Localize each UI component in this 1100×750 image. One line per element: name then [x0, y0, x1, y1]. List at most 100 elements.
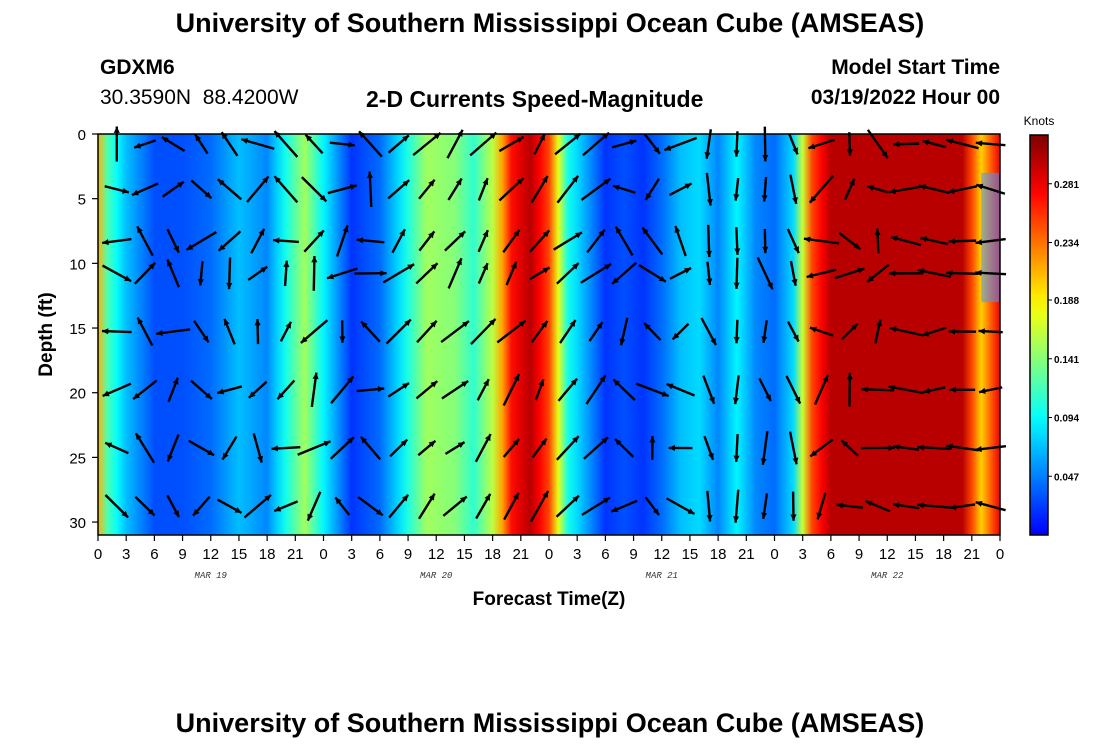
x-tick-label: 6 [376, 546, 384, 563]
x-tick-label: 9 [404, 546, 412, 563]
current-arrow [156, 328, 191, 336]
current-arrow [947, 185, 978, 195]
current-arrow [240, 138, 275, 150]
current-arrow [387, 381, 410, 398]
current-arrow [644, 496, 661, 516]
current-arrow [921, 326, 947, 337]
x-axis-label: Forecast Time(Z) [473, 589, 626, 610]
current-arrow [785, 375, 802, 405]
current-arrow [946, 443, 979, 452]
current-arrow [585, 374, 607, 405]
current-arrow [789, 260, 798, 286]
current-arrow [671, 322, 690, 341]
current-arrow [387, 134, 410, 154]
x-tick-label: 0 [319, 546, 327, 563]
current-arrow [273, 500, 299, 513]
current-arrow [357, 496, 384, 517]
x-tick-label: 3 [122, 546, 130, 563]
current-arrow [861, 386, 895, 393]
current-arrow [816, 492, 827, 520]
current-arrow [303, 229, 325, 253]
current-arrow [339, 320, 346, 343]
current-arrow [643, 322, 662, 341]
current-arrow [391, 228, 406, 254]
current-arrow [586, 228, 606, 254]
current-arrow [836, 502, 863, 509]
current-arrow [975, 445, 1007, 453]
current-arrow [846, 132, 853, 156]
current-arrow [668, 444, 693, 451]
current-arrow [666, 382, 696, 397]
current-arrow [356, 386, 385, 393]
current-arrow [223, 318, 236, 345]
current-arrow [706, 490, 713, 522]
current-arrow [356, 237, 385, 244]
current-arrow [329, 436, 355, 460]
current-arrow [580, 262, 612, 284]
current-arrow [611, 261, 637, 285]
current-arrow [888, 185, 924, 195]
current-arrow [612, 184, 636, 194]
x-tick-label: 6 [827, 546, 835, 563]
current-arrow [762, 228, 769, 254]
current-arrow [533, 133, 546, 155]
current-arrow [619, 317, 629, 346]
x-tick-label: 15 [456, 546, 473, 563]
current-arrow [474, 433, 492, 463]
current-arrow [167, 377, 179, 403]
current-arrow [834, 267, 865, 280]
current-arrow [279, 321, 293, 342]
current-arrow [444, 441, 466, 455]
current-arrow [477, 177, 489, 201]
current-arrow [276, 379, 296, 400]
y-tick-label: 0 [78, 127, 86, 144]
current-arrow [217, 230, 242, 252]
current-arrow [949, 386, 976, 393]
current-arrow [335, 225, 349, 257]
current-arrow [809, 438, 834, 458]
current-arrow [101, 264, 132, 283]
current-arrow [475, 493, 492, 520]
current-arrow [534, 378, 545, 401]
current-arrow [136, 316, 154, 347]
current-arrow [104, 441, 129, 455]
x-tick-label: 18 [710, 546, 727, 563]
x-tick-label: 18 [484, 546, 501, 563]
current-arrow [440, 320, 470, 344]
current-arrow [892, 444, 920, 451]
current-arrow [612, 378, 636, 402]
current-arrow [447, 177, 463, 201]
colorbar [1029, 134, 1049, 536]
x-tick-label: 3 [573, 546, 581, 563]
current-arrow [529, 229, 551, 253]
current-arrow [638, 264, 667, 283]
x-tick-label: 21 [738, 546, 755, 563]
current-arrow [702, 375, 716, 405]
day-label: MAR 21 [646, 571, 678, 581]
current-arrow [559, 319, 577, 344]
current-arrow [505, 261, 518, 286]
current-arrow [311, 255, 318, 291]
current-arrow [649, 436, 656, 460]
current-arrow [354, 270, 387, 277]
current-arrow [888, 384, 924, 395]
current-arrow [949, 503, 976, 511]
current-arrow [663, 136, 698, 152]
current-arrow [304, 133, 324, 155]
current-arrow [706, 261, 713, 286]
current-arrow [447, 257, 463, 289]
y-tick-label: 10 [69, 256, 86, 273]
current-arrow [192, 495, 211, 517]
current-arrow [161, 136, 186, 152]
current-arrow [217, 178, 243, 201]
y-tick-label: 25 [69, 450, 86, 467]
current-arrow [635, 382, 670, 398]
current-arrow [761, 320, 768, 344]
current-arrow [762, 126, 769, 162]
current-arrow [733, 257, 740, 290]
current-arrow [243, 493, 272, 519]
current-arrow [254, 318, 261, 345]
current-arrow [643, 133, 661, 155]
current-arrow [389, 438, 409, 458]
x-tick-label: 3 [799, 546, 807, 563]
